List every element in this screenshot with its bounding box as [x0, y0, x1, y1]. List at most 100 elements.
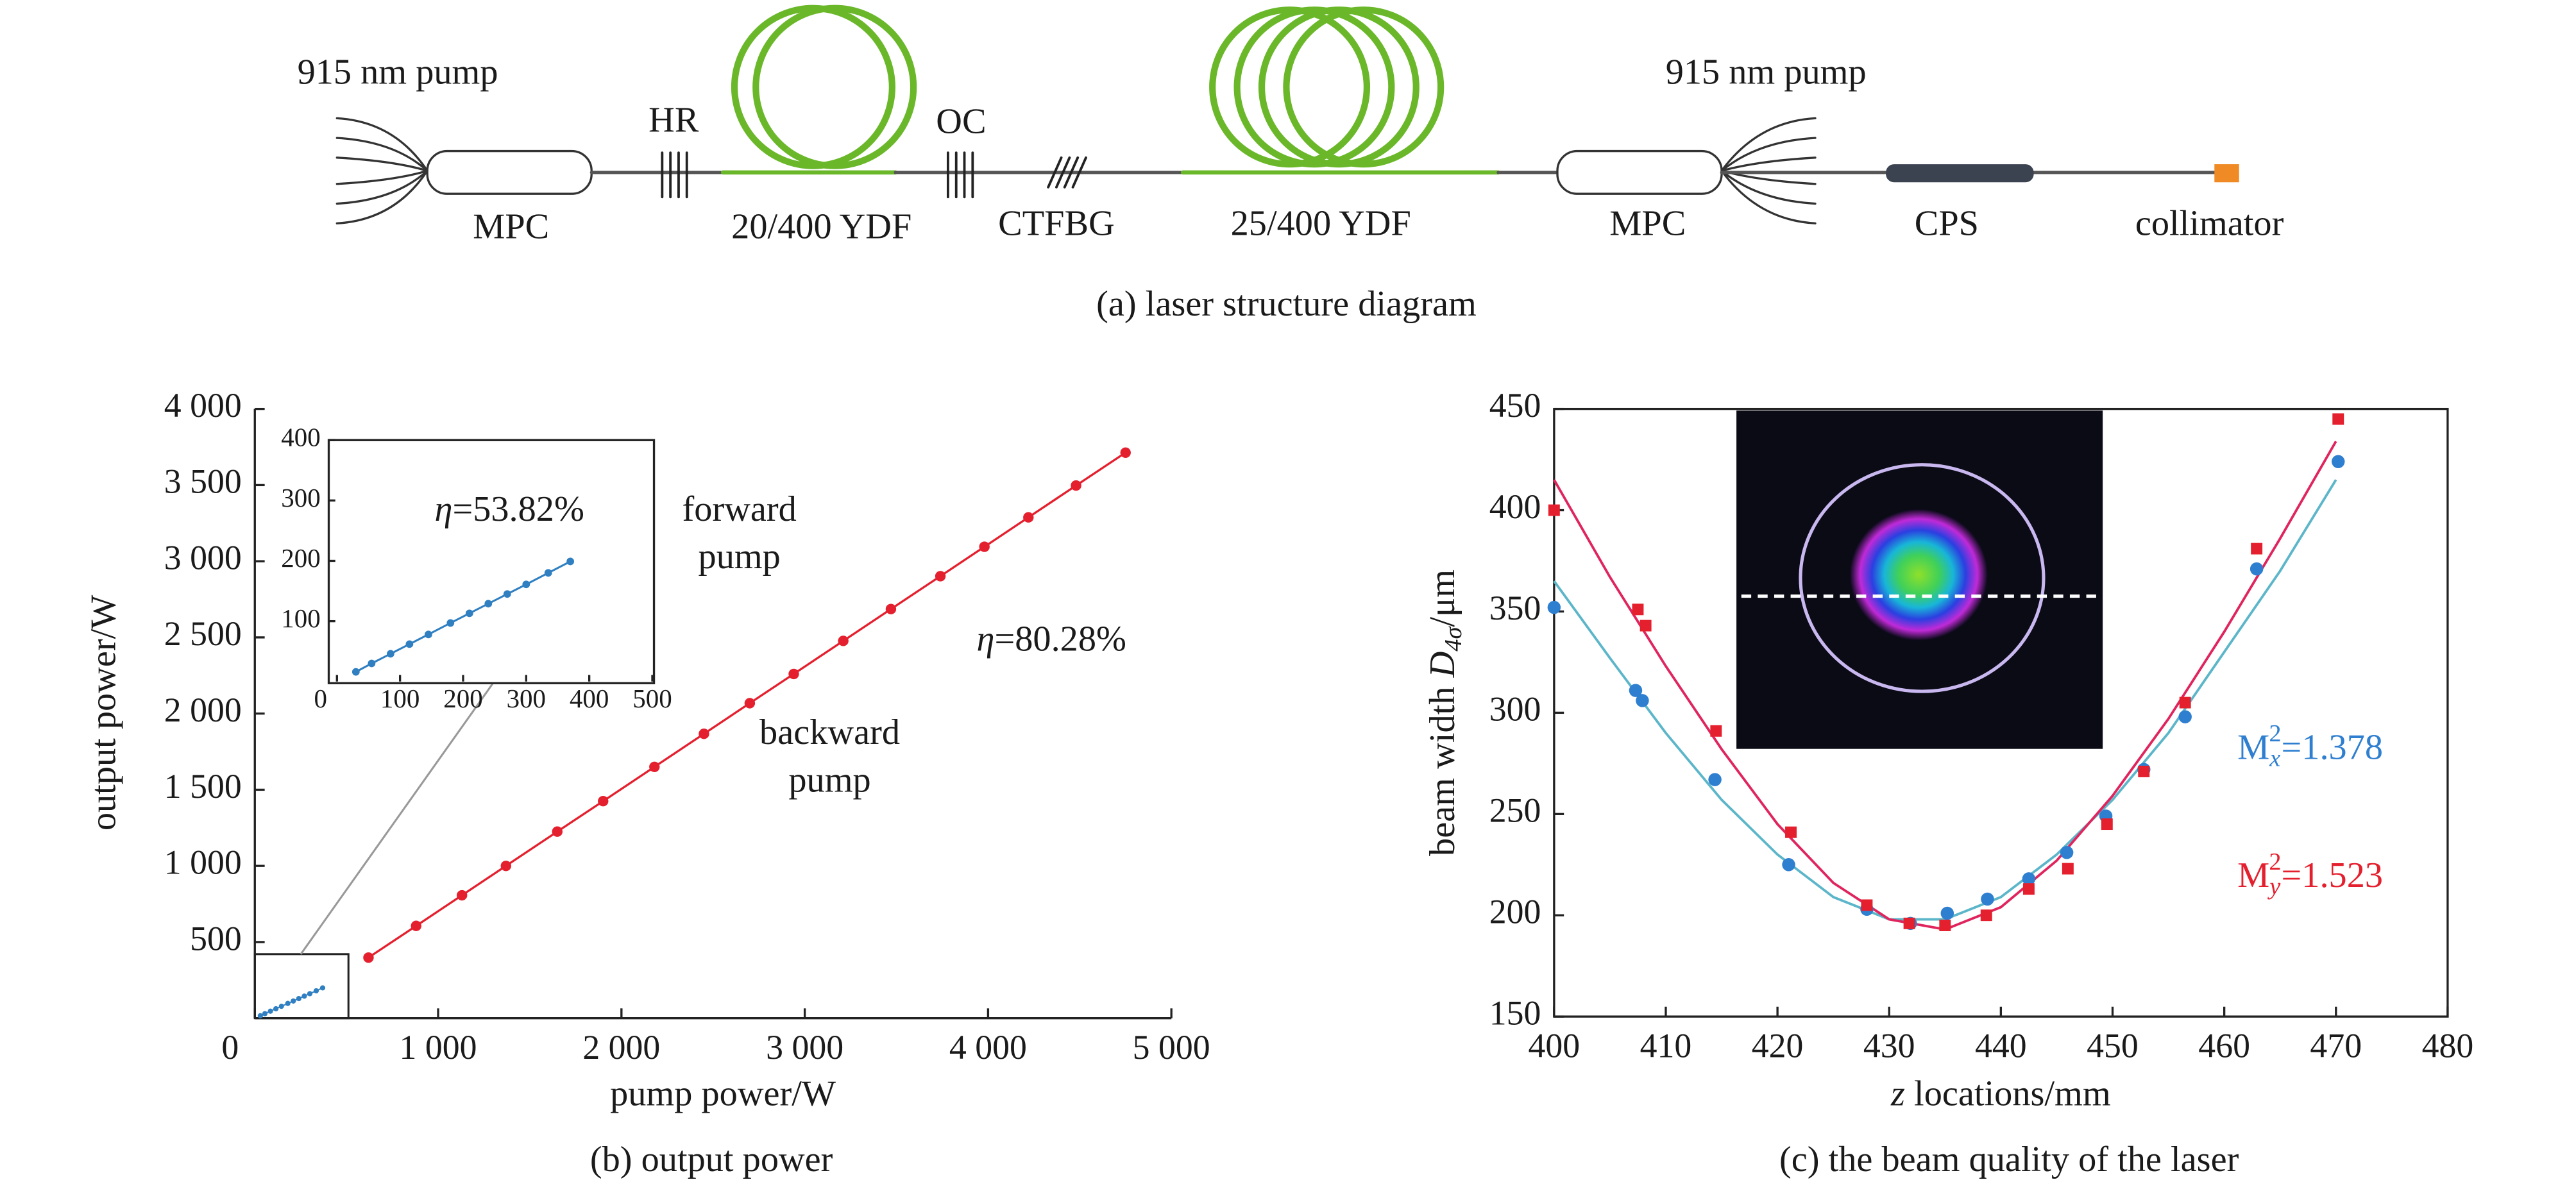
data-point — [1782, 858, 1795, 872]
data-point — [503, 590, 511, 598]
data-point — [2060, 846, 2074, 859]
x-tick-label: 460 — [2198, 1027, 2250, 1065]
y-tick-label: 500 — [190, 919, 242, 957]
data-point — [457, 890, 468, 901]
x-tick-label: 500 — [632, 684, 672, 713]
collimator — [2214, 164, 2239, 183]
caption: (a) laser structure diagram — [1096, 284, 1477, 324]
y-tick-label: 2 000 — [164, 691, 242, 729]
y-tick-label: 200 — [1489, 893, 1541, 931]
beam-spot — [1849, 509, 1988, 641]
series-label: Mx2=1.378 — [2237, 720, 2383, 772]
data-point — [2022, 872, 2036, 886]
text-part: x — [2269, 745, 2280, 772]
zoom-box — [253, 953, 350, 1020]
data-point — [2332, 413, 2344, 425]
data-point — [2022, 883, 2035, 895]
data-point — [291, 998, 296, 1004]
data-point — [1548, 504, 1560, 516]
text-part: 2 — [2269, 848, 2281, 875]
mpc-box — [426, 149, 593, 195]
x-tick-label: 430 — [1863, 1027, 1915, 1065]
mpc-box — [1556, 149, 1723, 195]
data-point — [598, 796, 609, 807]
data-point — [935, 571, 946, 582]
inset-frame — [327, 439, 656, 684]
data-point — [2250, 562, 2264, 576]
label: 915 nm pump — [298, 53, 498, 92]
cps — [1886, 164, 2034, 183]
data-point — [267, 1008, 273, 1014]
data-point — [1710, 725, 1722, 737]
label: CPS — [1915, 203, 1979, 243]
data-point — [273, 1006, 279, 1012]
text-part: =53.82% — [452, 489, 584, 529]
data-point — [465, 609, 473, 618]
data-point — [296, 995, 301, 1002]
data-point — [2179, 696, 2191, 709]
y-tick-label: 150 — [1489, 993, 1541, 1032]
data-point — [522, 580, 530, 589]
data-point — [1861, 899, 1873, 911]
data-point — [285, 1000, 291, 1006]
x-axis-label: pump power/W — [610, 1074, 836, 1114]
label: MPC — [473, 207, 549, 246]
data-point — [2332, 455, 2345, 468]
data-point — [649, 761, 660, 772]
y-tick-label: 300 — [1489, 690, 1541, 729]
text-part: =80.28% — [995, 619, 1126, 659]
x-tick-label: 4 000 — [949, 1028, 1027, 1067]
data-point — [2138, 766, 2150, 777]
data-point — [1636, 694, 1649, 707]
zoom-connector — [300, 682, 494, 955]
data-point — [1632, 603, 1644, 616]
label: OC — [936, 102, 986, 142]
oc-grating — [946, 151, 974, 199]
x-tick-label: 480 — [2422, 1027, 2474, 1065]
beam-ring — [1799, 463, 2046, 693]
data-point — [387, 650, 394, 658]
x-tick-label: 400 — [570, 684, 609, 713]
data-point — [1708, 773, 1722, 786]
data-point — [1640, 620, 1652, 632]
y-tick-label: 3 000 — [164, 538, 242, 577]
data-point — [1980, 909, 1992, 922]
label: 915 nm pump — [1666, 53, 1867, 92]
data-point — [1071, 480, 1081, 491]
label: CTFBG — [998, 203, 1115, 243]
data-point — [500, 860, 511, 872]
data-point — [262, 1011, 268, 1016]
x-tick-label: 2 000 — [582, 1028, 660, 1067]
y-tick-label: 1 500 — [164, 767, 242, 805]
series-name: backward pump — [759, 711, 900, 799]
data-point — [788, 668, 799, 680]
data-point — [1939, 920, 1951, 931]
x-tick-label: 300 — [507, 684, 546, 713]
label: 20/400 YDF — [731, 207, 911, 246]
data-point — [552, 826, 563, 837]
data-point — [1547, 600, 1561, 614]
series-label: My2=1.523 — [2237, 848, 2383, 900]
data-point — [278, 1004, 284, 1009]
text-part: /μm — [1423, 569, 1462, 627]
text-part: =1.378 — [2282, 727, 2384, 767]
data-point — [363, 952, 374, 963]
annotation: η=80.28% — [977, 619, 1126, 659]
label: 25/400 YDF — [1231, 203, 1411, 243]
data-point — [368, 659, 376, 668]
x-tick-label: 100 — [380, 684, 419, 713]
y-tick-label: 450 — [1489, 386, 1541, 425]
y-tick-label: 3 500 — [164, 462, 242, 501]
x-tick-label: 420 — [1752, 1027, 1804, 1065]
data-point — [885, 603, 897, 614]
data-point — [1903, 917, 1915, 929]
data-point — [2101, 818, 2113, 831]
data-point — [2178, 710, 2192, 723]
text-part: D — [1423, 652, 1462, 679]
y-axis-label: output power/W — [84, 594, 124, 831]
coil — [731, 4, 917, 169]
data-point — [411, 920, 421, 931]
x-axis-label: z locations/mm — [1890, 1074, 2111, 1114]
text-part: z — [1890, 1074, 1905, 1114]
data-point — [1940, 906, 1954, 920]
